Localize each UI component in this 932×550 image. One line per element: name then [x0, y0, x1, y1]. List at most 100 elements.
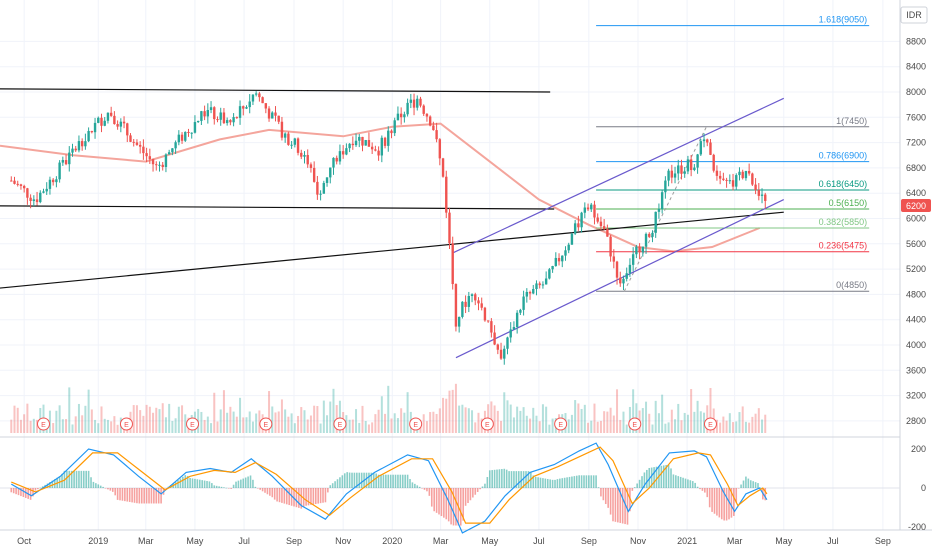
candle-body	[229, 120, 232, 123]
macd-histogram-bar	[551, 479, 554, 488]
volume-bar	[516, 406, 519, 433]
volume-bar	[322, 400, 325, 433]
macd-histogram-bar	[324, 488, 327, 503]
candle-body	[51, 179, 55, 183]
volume-bar	[400, 408, 403, 433]
volume-bar	[648, 413, 651, 433]
candle-body	[764, 194, 767, 201]
earnings-marker[interactable]	[186, 417, 200, 431]
macd-histogram-bar	[148, 488, 150, 504]
macd-histogram-bar	[339, 477, 341, 488]
volume-bar	[551, 418, 554, 433]
candle-body	[625, 273, 628, 279]
volume-bar	[686, 414, 689, 433]
candle-body	[554, 257, 558, 267]
volume-bar	[65, 419, 68, 433]
macd-histogram-bar	[411, 482, 414, 488]
macd-histogram-bar	[401, 474, 404, 488]
macd-histogram-bar	[283, 488, 286, 504]
macd-histogram-bar	[728, 488, 730, 520]
earnings-marker[interactable]	[480, 417, 494, 431]
channel-line[interactable]	[451, 97, 785, 254]
earnings-marker[interactable]	[119, 417, 133, 431]
volume-bar	[371, 422, 374, 433]
earnings-marker-label: E	[558, 422, 563, 429]
macd-histogram-bar	[75, 470, 78, 488]
macd-histogram-bar	[252, 479, 254, 488]
volume-bar	[297, 415, 300, 433]
macd-histogram-bar	[706, 488, 709, 498]
macd-histogram-bar	[99, 485, 102, 488]
volume-bar	[645, 401, 648, 433]
volume-bar	[23, 414, 26, 433]
volume-bar	[696, 400, 699, 433]
macd-histogram-bar	[614, 488, 617, 522]
volume-bar	[100, 406, 103, 433]
volume-bar	[471, 410, 474, 433]
macd-histogram-bar	[636, 483, 638, 488]
macd-histogram-bar	[111, 488, 114, 492]
volume-bar	[380, 396, 383, 433]
macd-histogram-bar	[37, 488, 39, 490]
currency-badge[interactable]	[900, 6, 928, 24]
macd-histogram-bar	[116, 488, 119, 500]
candle-body	[84, 141, 87, 147]
fibonacci-retracement[interactable]: 1.618(9050) 1(7450) 0.786(6900) 0.618(6450)…	[596, 15, 870, 292]
macd-histogram-bar	[452, 488, 455, 526]
macd-histogram-bar	[435, 488, 438, 513]
fib-level-label: 0(4850)	[836, 280, 867, 290]
earnings-marker[interactable]	[409, 417, 423, 431]
trend-line[interactable]	[0, 88, 551, 93]
candle-body	[480, 303, 483, 308]
macd-histogram-bar	[549, 479, 551, 488]
macd-histogram-bar	[271, 488, 274, 498]
candle-body	[503, 348, 506, 359]
volume-bar	[403, 412, 406, 433]
volume-bar	[435, 413, 438, 433]
macd-histogram-bar	[145, 488, 148, 504]
candle-body	[300, 152, 303, 157]
macd-histogram-bar	[223, 487, 225, 488]
volume-bar	[680, 420, 683, 433]
macd-histogram-bar	[186, 475, 189, 488]
macd-histogram-bar	[696, 486, 699, 488]
earnings-marker[interactable]	[703, 417, 717, 431]
volume-bar	[13, 405, 16, 433]
volume-bar	[619, 419, 622, 433]
date-tick-label: 2021	[677, 536, 697, 546]
earnings-marker[interactable]	[36, 417, 50, 431]
macd-histogram-bar	[387, 474, 390, 488]
earnings-marker[interactable]	[333, 417, 347, 431]
candle-body	[119, 121, 123, 127]
macd-histogram-bar	[70, 470, 73, 488]
earnings-marker[interactable]	[628, 417, 642, 431]
axes: IDR 6200 2800 3200 3600 4000 4400 4800 5200 560…	[17, 6, 931, 546]
volume-bar	[616, 389, 619, 433]
trend-line[interactable]	[0, 211, 784, 289]
fib-trend-line[interactable]	[623, 126, 707, 292]
macd-histogram-bar	[109, 488, 112, 491]
volume-bar	[280, 399, 283, 433]
macd-histogram-bar	[508, 471, 510, 488]
macd-histogram-bar	[575, 475, 578, 488]
volume-bar	[200, 411, 203, 433]
macd-histogram-bar	[259, 488, 261, 490]
macd-histogram-bar	[85, 470, 87, 488]
candle-body	[670, 170, 674, 178]
trend-line[interactable]	[0, 205, 555, 210]
volume-bar	[580, 408, 583, 433]
volume-bar	[519, 410, 522, 433]
macd-histogram-bar	[687, 479, 689, 488]
macd-histogram-bar	[472, 488, 474, 498]
earnings-marker[interactable]	[259, 417, 273, 431]
volume-bar	[229, 406, 232, 433]
macd-histogram-bar	[655, 466, 658, 488]
candle-body	[367, 140, 371, 147]
earnings-marker[interactable]	[554, 417, 568, 431]
macd-histogram-bar	[22, 488, 25, 498]
grid	[0, 0, 932, 531]
macd-histogram-bar	[542, 478, 544, 488]
candle-body	[648, 233, 651, 237]
